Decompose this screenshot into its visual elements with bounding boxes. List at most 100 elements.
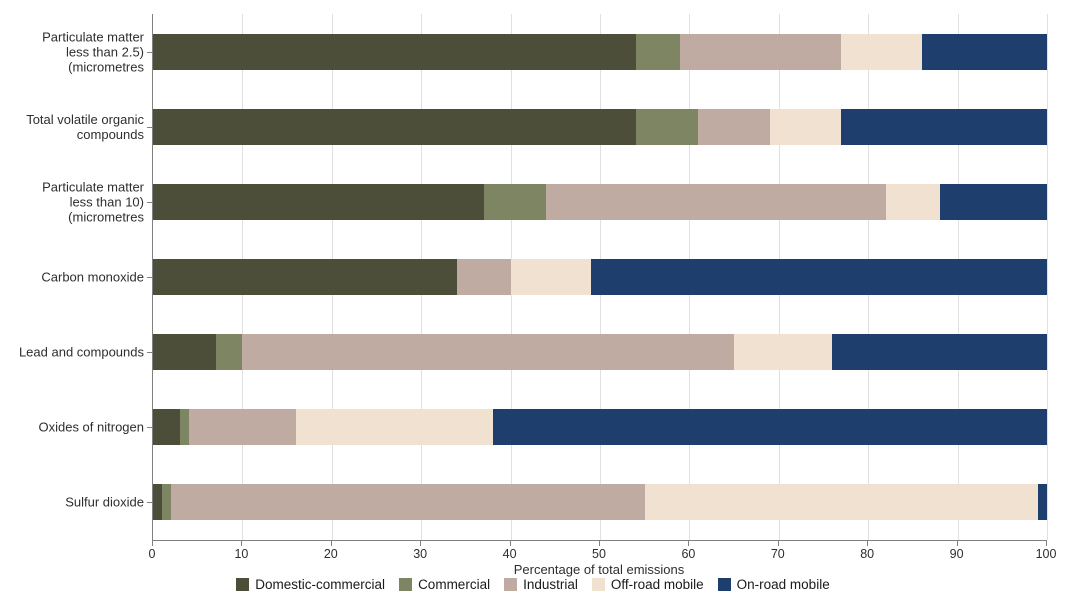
y-axis-tick xyxy=(147,126,152,128)
x-axis-tick xyxy=(688,541,690,546)
bar-segment xyxy=(734,334,833,371)
bar-segment xyxy=(296,409,493,446)
y-axis-tick xyxy=(147,51,152,53)
x-axis-tick xyxy=(1046,541,1047,546)
legend: Domestic-commercial Commercial Industrial O… xyxy=(0,577,1066,592)
x-tick-label: 90 xyxy=(949,547,964,561)
bar-row xyxy=(153,164,1047,239)
y-axis-label: Oxides of nitrogen xyxy=(38,419,144,435)
bar-row xyxy=(153,315,1047,390)
legend-swatch-icon xyxy=(717,578,731,591)
bar-segment xyxy=(635,108,699,145)
bar-segment xyxy=(921,33,1047,70)
x-tick-label: 0 xyxy=(148,547,156,561)
x-tick-label: 80 xyxy=(860,547,875,561)
bar-segment xyxy=(591,258,1047,295)
bar-row xyxy=(153,465,1047,540)
bar-row xyxy=(153,14,1047,89)
x-axis-tick xyxy=(867,541,869,546)
x-tick-label: 40 xyxy=(502,547,517,561)
bar-segment xyxy=(886,183,940,220)
bar-segment xyxy=(635,33,681,70)
bar-segment xyxy=(939,183,1047,220)
bar-segment xyxy=(492,409,1047,446)
bar-segment xyxy=(680,33,842,70)
x-axis-tick xyxy=(241,541,243,546)
x-tick-label: 100 xyxy=(1035,547,1057,561)
x-axis-tick xyxy=(956,541,958,546)
bar-segment xyxy=(161,484,171,521)
legend-label: Off-road mobile xyxy=(610,577,704,592)
bar-segment xyxy=(153,409,180,446)
bar-segment xyxy=(483,183,547,220)
legend-swatch-icon xyxy=(504,578,518,591)
bar-segment xyxy=(841,108,1047,145)
bar-segment xyxy=(153,183,484,220)
legend-item: On-road mobile xyxy=(717,577,830,592)
legend-label: Domestic-commercial xyxy=(255,577,386,592)
y-axis-label: Lead and compounds xyxy=(18,344,144,360)
legend-swatch-icon xyxy=(236,578,250,591)
bar-segment xyxy=(153,484,162,521)
stacked-bar xyxy=(153,258,1047,295)
bar-segment xyxy=(170,484,645,521)
legend-swatch-icon xyxy=(591,578,605,591)
x-tick-label: 50 xyxy=(592,547,606,561)
x-axis-tick xyxy=(152,541,153,546)
x-axis-tick xyxy=(330,541,332,546)
x-tick-label: 10 xyxy=(234,547,249,561)
x-axis-tick xyxy=(509,541,511,546)
x-axis-title: Percentage of total emissions xyxy=(513,562,685,577)
stacked-bar xyxy=(153,334,1047,371)
x-tick-label: 30 xyxy=(413,547,428,561)
y-axis-tick xyxy=(147,502,152,504)
y-axis-tick xyxy=(147,277,152,278)
legend-item: Domestic-commercial xyxy=(236,577,385,592)
legend-item: Commercial xyxy=(399,577,490,592)
y-axis-tick xyxy=(147,201,152,203)
bar-segment xyxy=(841,33,922,70)
x-axis-tick xyxy=(777,541,779,546)
legend-swatch-icon xyxy=(399,578,413,591)
bar-segment xyxy=(510,258,592,295)
y-axis-label: Sulfur dioxide xyxy=(65,494,144,510)
gridline-100 xyxy=(1047,14,1048,540)
legend-label: Industrial xyxy=(523,577,578,592)
bar-segment xyxy=(832,334,1047,371)
y-axis-tick xyxy=(147,352,152,354)
bar-segment xyxy=(179,409,189,446)
stacked-bar xyxy=(153,484,1047,521)
x-tick-label: 60 xyxy=(681,547,696,561)
bar-row xyxy=(153,239,1047,314)
stacked-bar xyxy=(153,409,1047,446)
x-axis-tick xyxy=(599,541,600,546)
y-axis-label: Particulate matter less than 10) (micromet… xyxy=(42,179,144,225)
bar-segment xyxy=(769,108,842,145)
x-tick-label: 70 xyxy=(770,547,785,561)
bar-segment xyxy=(1038,484,1047,521)
y-axis-tick xyxy=(147,427,152,429)
bar-segment xyxy=(698,108,770,145)
bar-segment xyxy=(215,334,243,371)
x-tick-label: 20 xyxy=(323,547,338,561)
y-axis-label: Total volatile organic compounds xyxy=(26,111,144,142)
bar-segment xyxy=(153,334,216,371)
bar-segment xyxy=(153,33,636,70)
bar-segment xyxy=(153,108,636,145)
stacked-bar xyxy=(153,183,1047,220)
bar-segment xyxy=(456,258,511,295)
stacked-bar xyxy=(153,108,1047,145)
bar-segment xyxy=(546,183,887,220)
bar-segment xyxy=(644,484,1039,521)
legend-label: Commercial xyxy=(418,577,491,592)
bar-row xyxy=(153,89,1047,164)
bar-segment xyxy=(188,409,297,446)
plot-area xyxy=(152,14,1048,541)
legend-item: Industrial xyxy=(504,577,578,592)
bar-segment xyxy=(153,258,457,295)
legend-item: Off-road mobile xyxy=(591,577,704,592)
stacked-bar xyxy=(153,33,1047,70)
bar-segment xyxy=(242,334,735,371)
bar-row xyxy=(153,390,1047,465)
